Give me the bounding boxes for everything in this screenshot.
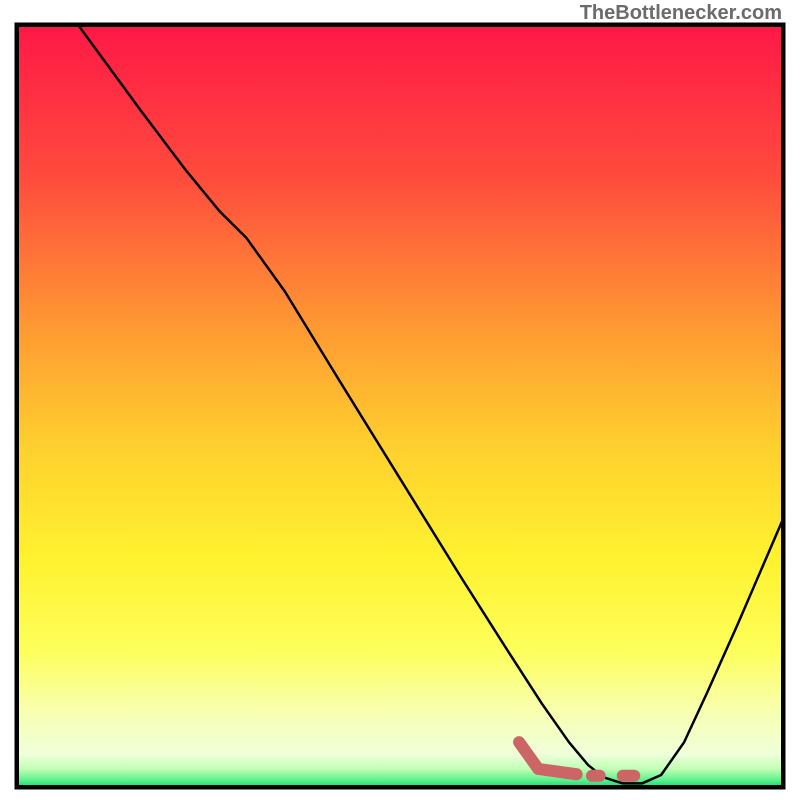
chart-container: TheBottlenecker.com — [0, 0, 800, 800]
plot-frame-border — [16, 24, 784, 788]
